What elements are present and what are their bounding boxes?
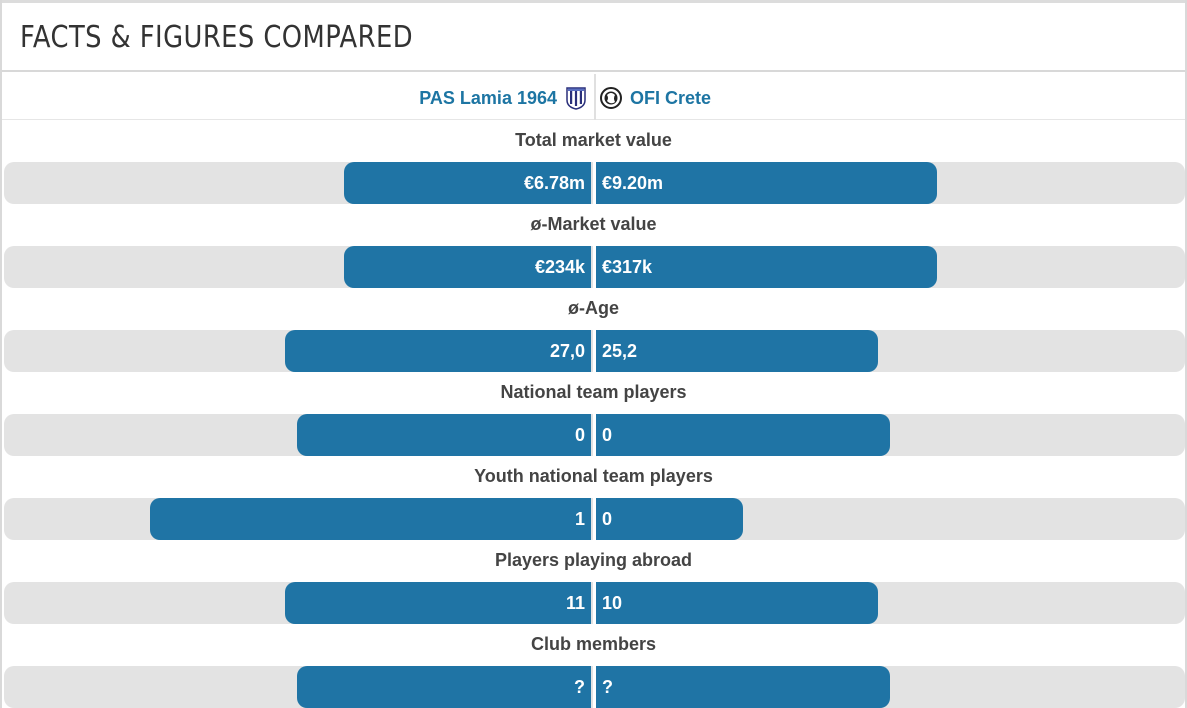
comparison-bar-right: 0	[596, 414, 890, 456]
comparison-row: ø-Market value €234k €317k	[2, 204, 1185, 288]
comparison-label: ø-Market value	[530, 214, 657, 234]
team-divider	[594, 74, 596, 120]
pas-lamia-crest-icon[interactable]	[565, 86, 587, 110]
center-divider	[593, 162, 596, 204]
comparison-bar-right: 10	[596, 582, 878, 624]
comparison-label: Club members	[530, 634, 657, 654]
team-right-link[interactable]: OFI Crete	[630, 87, 712, 108]
comparison-bar-right: ?	[596, 666, 890, 708]
page-title: FACTS & FIGURES COMPARED	[20, 20, 414, 55]
comparison-row: Players playing abroad 11 10	[2, 540, 1185, 624]
panel-header: FACTS & FIGURES COMPARED	[2, 0, 1185, 72]
comparison-bar-right: €317k	[596, 246, 937, 288]
comparison-label: Players playing abroad	[494, 550, 693, 570]
center-divider	[593, 414, 596, 456]
comparison-bar-left: €6.78m	[344, 162, 591, 204]
comparison-label: ø-Age	[568, 298, 619, 318]
comparison-row: Total market value €6.78m €9.20m	[2, 120, 1185, 204]
center-divider	[593, 246, 596, 288]
comparison-bar-left: 11	[285, 582, 591, 624]
comparison-row: Club members??	[2, 624, 1185, 708]
comparison-list: Total market value €6.78m €9.20m ø-Market v…	[2, 120, 1185, 708]
comparison-bar-right: €9.20m	[596, 162, 937, 204]
center-divider	[593, 330, 596, 372]
ofi-crete-crest-icon[interactable]	[600, 86, 622, 110]
center-divider	[593, 666, 596, 708]
center-divider	[593, 582, 596, 624]
comparison-row: National team players 0 0	[2, 372, 1185, 456]
comparison-label: Total market value	[515, 130, 672, 150]
team-left-link[interactable]: PAS Lamia 1964	[419, 87, 557, 108]
team-left: PAS Lamia 1964	[419, 86, 587, 110]
comparison-bar-right: 0	[596, 498, 743, 540]
comparison-row: ø-Age 27,0 25,2	[2, 288, 1185, 372]
comparison-bar-left: €234k	[344, 246, 591, 288]
comparison-bar-left: 0	[297, 414, 591, 456]
comparison-bar-left: ?	[297, 666, 591, 708]
comparison-label: National team players	[500, 382, 687, 402]
team-right: OFI Crete	[600, 86, 711, 110]
comparison-bar-right: 25,2	[596, 330, 878, 372]
comparison-bar-left: 27,0	[285, 330, 591, 372]
comparison-row: Youth national team players 1 0	[2, 456, 1185, 540]
comparison-label: Youth national team players	[474, 466, 713, 486]
center-divider	[593, 498, 596, 540]
team-header-row: PAS Lamia 1964 OFI Crete	[2, 74, 1185, 120]
comparison-bar-left: 1	[150, 498, 591, 540]
